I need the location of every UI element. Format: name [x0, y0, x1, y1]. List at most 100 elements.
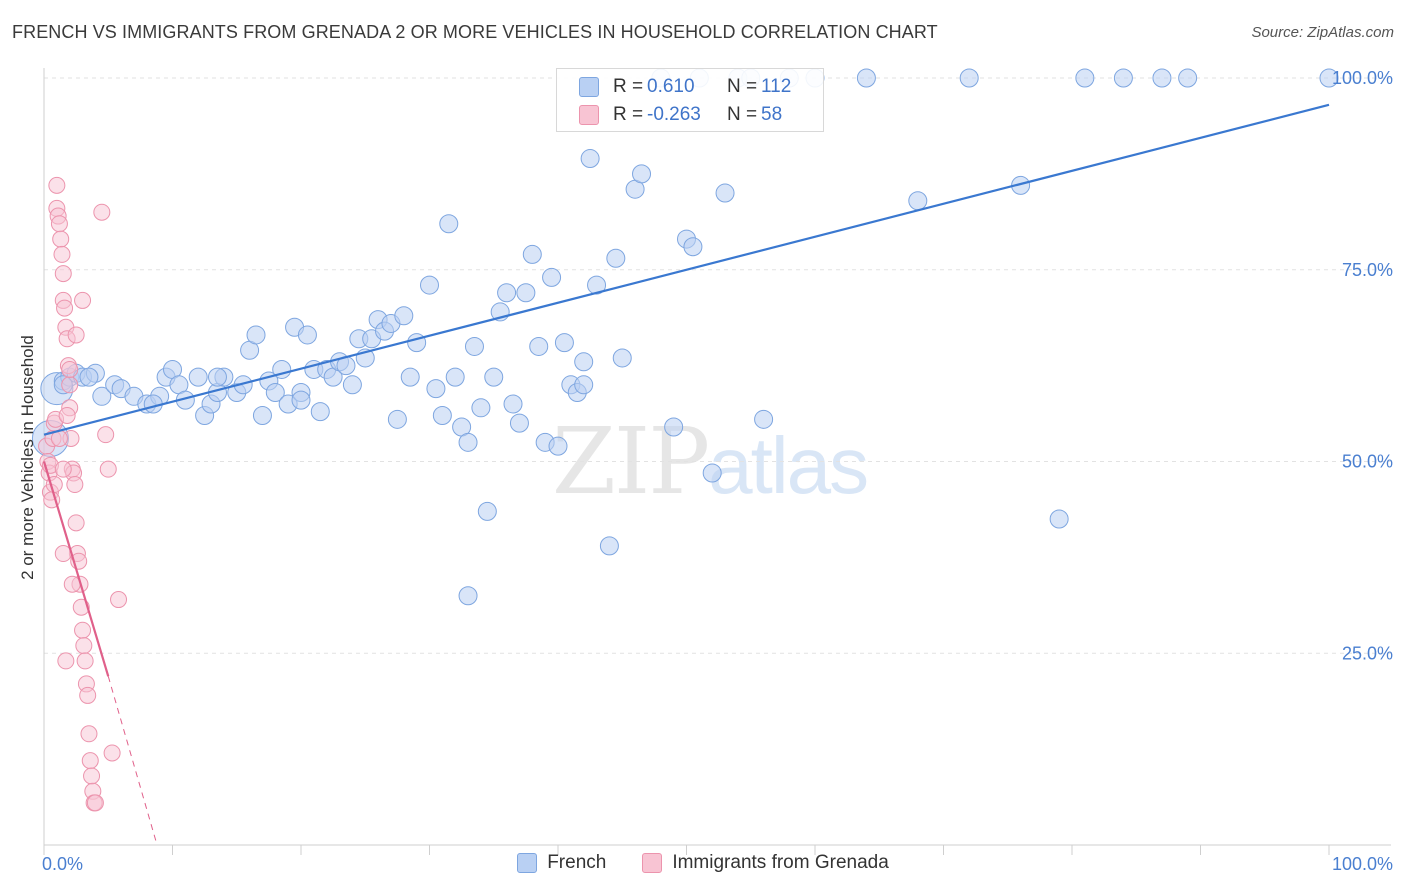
french-point	[522, 244, 542, 264]
french-point	[612, 348, 632, 368]
french-point	[503, 394, 523, 414]
french-point	[291, 390, 311, 410]
grenada-legend-label: Immigrants from Grenada	[672, 852, 889, 873]
grenada-point	[83, 767, 101, 785]
french-legend-label: French	[547, 852, 607, 873]
x-tick-label: 0.0%	[42, 854, 83, 874]
legend-row-grenada: R = -0.263 N = 58	[579, 101, 841, 129]
french-point	[702, 463, 722, 483]
french-point	[587, 275, 607, 295]
y-axis-title: 2 or more Vehicles in Household	[18, 335, 37, 580]
legend-r-label: R =	[613, 104, 644, 125]
grenada-trend-line	[42, 461, 110, 677]
grenada-trend-extension	[107, 676, 158, 846]
french-point	[516, 283, 536, 303]
source-label: Source: ZipAtlas.com	[1251, 24, 1394, 41]
legend-n-label: N =	[727, 104, 758, 125]
grenada-point	[48, 176, 66, 194]
french-point	[458, 586, 478, 606]
grenada-point	[75, 637, 93, 655]
french-point	[432, 405, 452, 425]
grenada-point	[50, 215, 68, 233]
grenada-point	[110, 591, 128, 609]
french-point	[715, 183, 735, 203]
grenada-point	[74, 291, 92, 309]
grenada-point	[54, 265, 72, 283]
tick-labels: 25.0% 50.0% 75.0% 100.0% 0.0% 100.0% 2 or more…	[18, 68, 1393, 874]
gridlines	[44, 77, 1391, 654]
trend-lines	[42, 103, 1330, 846]
grenada-point	[53, 245, 71, 263]
french-point	[426, 379, 446, 399]
french-point	[606, 248, 626, 268]
grenada-legend-swatch	[642, 853, 663, 873]
grenada-point	[67, 514, 85, 532]
french-point	[458, 432, 478, 452]
french-point	[548, 436, 568, 456]
french-points	[31, 68, 1339, 606]
legend-row-french: R = 0.610 N = 112	[579, 73, 841, 101]
french-point	[754, 409, 774, 429]
grenada-point	[54, 460, 72, 478]
french-point	[188, 367, 208, 387]
legend-item-grenada[interactable]: Immigrants from Grenada	[642, 852, 889, 874]
french-point	[342, 375, 362, 395]
y-tick-label: 100.0%	[1332, 68, 1393, 88]
grenada-point	[57, 652, 75, 670]
french-r-value: 0.610	[647, 76, 695, 97]
grenada-n-value: 58	[761, 104, 783, 125]
french-point	[542, 267, 562, 287]
french-point	[497, 283, 517, 303]
grenada-point	[81, 752, 99, 770]
french-point	[477, 501, 497, 521]
french-point	[297, 325, 317, 345]
french-point	[632, 164, 652, 184]
grenada-point	[93, 203, 111, 221]
x-tick-label: 100.0%	[1332, 854, 1393, 874]
french-point	[1178, 68, 1198, 88]
series-legend: French Immigrants from Grenada	[0, 852, 1406, 874]
grenada-point	[76, 652, 94, 670]
grenada-point	[80, 725, 98, 743]
french-point	[574, 375, 594, 395]
grenada-point	[61, 360, 79, 378]
french-legend-swatch	[517, 853, 538, 873]
legend-r-label: R =	[613, 76, 644, 97]
chart-title: FRENCH VS IMMIGRANTS FROM GRENADA 2 OR M…	[12, 22, 938, 42]
french-point	[79, 367, 99, 387]
grenada-points	[38, 176, 128, 812]
y-tick-label: 50.0%	[1342, 452, 1393, 472]
french-point	[574, 352, 594, 372]
grenada-point	[61, 376, 79, 394]
french-point	[400, 367, 420, 387]
french-point	[464, 336, 484, 356]
grenada-swatch	[579, 105, 599, 125]
grenada-point	[74, 621, 92, 639]
correlation-legend: R = 0.610 N = 112 R = -0.263 N = 58	[556, 68, 824, 132]
french-point	[1319, 68, 1339, 88]
grenada-point	[86, 794, 104, 812]
watermark: ZIPatlas	[552, 408, 869, 515]
french-point	[856, 68, 876, 88]
french-point	[439, 214, 459, 234]
french-point	[310, 402, 330, 422]
grenada-point	[58, 406, 76, 424]
legend-n-label: N =	[727, 76, 758, 97]
french-point	[471, 398, 491, 418]
french-point	[580, 149, 600, 169]
french-swatch	[579, 77, 599, 97]
grenada-point	[52, 230, 70, 248]
grenada-point	[97, 426, 115, 444]
french-point	[599, 536, 619, 556]
french-point	[484, 367, 504, 387]
french-point	[92, 386, 112, 406]
french-point	[207, 367, 227, 387]
grenada-point	[67, 326, 85, 344]
french-point	[959, 68, 979, 88]
french-point	[664, 417, 684, 437]
grenada-point	[56, 299, 74, 317]
french-point	[908, 191, 928, 211]
legend-item-french[interactable]: French	[517, 852, 606, 874]
french-point	[387, 409, 407, 429]
french-point	[246, 325, 266, 345]
